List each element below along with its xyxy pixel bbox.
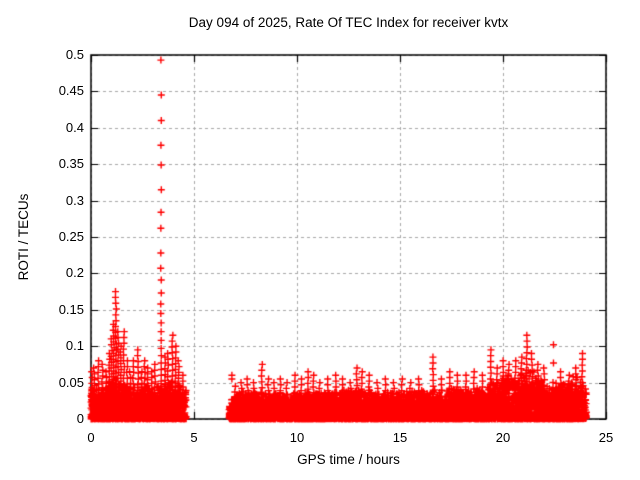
x-tick-label: 10 [289,430,305,445]
chart-title: Day 094 of 2025, Rate Of TEC Index for r… [188,15,509,30]
y-tick-label: 0.25 [58,229,84,244]
x-tick-label: 15 [392,430,408,445]
x-tick-label: 25 [598,430,614,445]
y-tick-label: 0.3 [65,192,84,208]
x-axis-label: GPS time / hours [297,452,400,467]
y-tick-label: 0.15 [58,301,84,317]
x-tick-label: 0 [87,430,95,445]
y-tick-label: 0.35 [58,156,84,172]
x-tick-label: 5 [190,430,198,445]
y-tick-label: 0.4 [65,119,84,135]
y-tick-label: 0 [76,411,84,426]
y-tick-label: 0.2 [65,265,84,281]
y-tick-label: 0.05 [58,374,84,390]
y-tick-label: 0.1 [65,338,84,354]
x-tick-label: 20 [495,430,511,445]
y-tick-label: 0.5 [65,47,84,62]
y-tick-label: 0.45 [58,83,84,99]
